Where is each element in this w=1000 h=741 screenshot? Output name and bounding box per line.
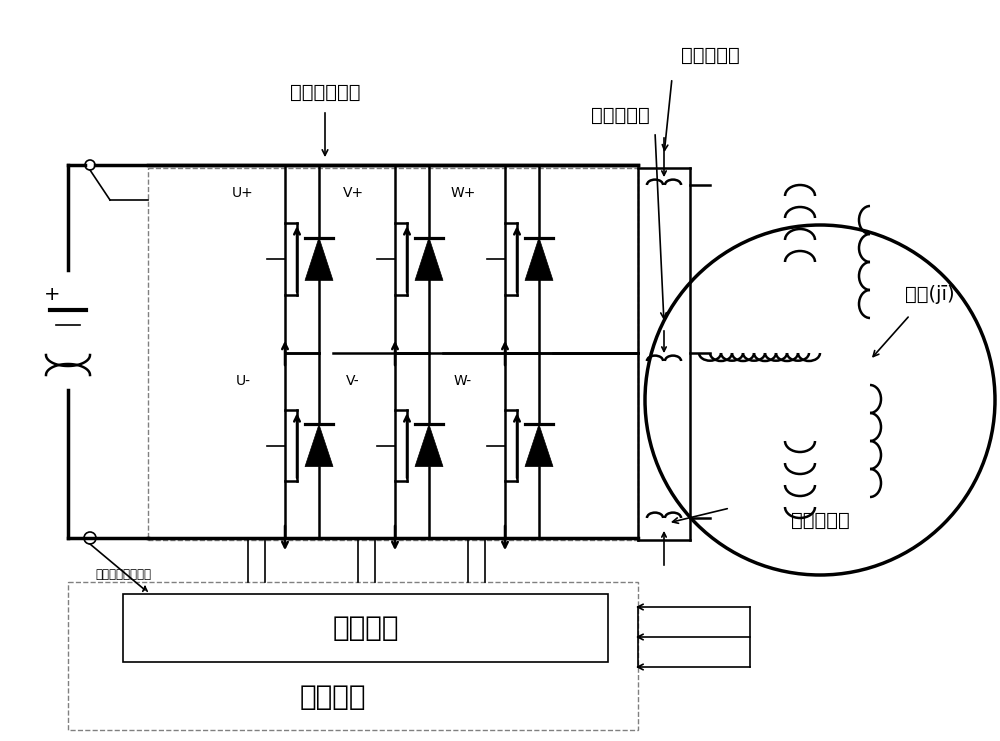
Text: W-: W- [454, 374, 472, 388]
Polygon shape [525, 425, 553, 467]
Text: 電流傳感器: 電流傳感器 [591, 105, 649, 124]
Text: +: + [44, 285, 60, 305]
Bar [68, 582, 638, 730]
Polygon shape [305, 238, 333, 280]
Text: 控制芯片: 控制芯片 [300, 683, 366, 711]
Text: W+: W+ [450, 186, 476, 200]
Text: V-: V- [346, 374, 360, 388]
Text: 電流傳感器: 電流傳感器 [791, 511, 849, 530]
Text: 電機(jī): 電機(jī) [905, 285, 955, 305]
Text: V+: V+ [342, 186, 364, 200]
Text: U-: U- [236, 374, 250, 388]
Text: U+: U+ [232, 186, 254, 200]
Text: 智能功率模塊: 智能功率模塊 [290, 82, 360, 102]
Text: 驅動信號: 驅動信號 [332, 614, 399, 642]
Text: 電流傳感器: 電流傳感器 [681, 45, 739, 64]
Polygon shape [415, 425, 443, 467]
Bar [148, 168, 638, 540]
Bar [123, 594, 608, 662]
Text: 直流母線電壓檢測: 直流母線電壓檢測 [95, 568, 151, 581]
Polygon shape [305, 425, 333, 467]
Polygon shape [415, 238, 443, 280]
Polygon shape [525, 238, 553, 280]
